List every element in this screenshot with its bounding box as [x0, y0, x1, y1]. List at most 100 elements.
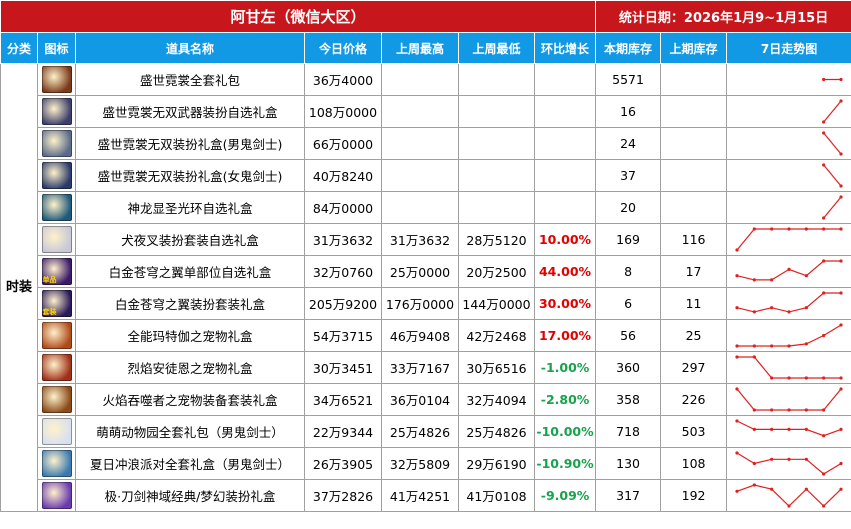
today-price: 205万9200 [304, 287, 382, 320]
trend-sparkline [735, 323, 843, 348]
trend-sparkline [735, 259, 843, 282]
item-name: 神龙显圣光环自选礼盒 [75, 191, 305, 224]
col-header-today-price: 今日价格 [304, 32, 382, 64]
col-header-last-week-high: 上周最高 [381, 32, 459, 64]
table-row: 夏日冲浪派对全套礼盒（男鬼剑士） 26万3905 32万5809 29万6190 -10… [1, 447, 851, 480]
current-stock: 24 [595, 127, 662, 160]
current-stock: 56 [595, 319, 662, 352]
trend-sparkline [735, 483, 843, 508]
table-row: 时装 盛世霓裳全套礼包 36万4000 5571 [0, 63, 851, 512]
trend-sparkline-cell [726, 159, 851, 192]
current-stock: 360 [595, 351, 662, 384]
trend-point [839, 427, 843, 431]
previous-stock: 503 [660, 415, 728, 448]
trend-point [735, 274, 739, 278]
trend-point [804, 487, 808, 491]
trend-sparkline-cell [726, 255, 851, 288]
previous-stock: 17 [660, 255, 728, 288]
platinum-wing-part-icon: 单品 [41, 258, 72, 285]
trend-point [752, 408, 756, 412]
trend-point [752, 344, 756, 348]
previous-stock [660, 191, 728, 224]
trend-sparkline-cell [726, 191, 851, 224]
trend-line [737, 356, 842, 379]
trend-point [822, 376, 826, 380]
item-name: 火焰吞噬者之宠物装备套装礼盒 [75, 383, 305, 416]
trend-sparkline-cell [726, 63, 851, 96]
trend-point [787, 408, 791, 412]
trend-line [736, 292, 842, 313]
trend-point [839, 387, 843, 391]
previous-stock: 192 [660, 479, 728, 512]
item-icon-cell [37, 383, 76, 416]
trend-point [770, 227, 774, 231]
trend-point [752, 355, 756, 359]
last-week-high [381, 191, 459, 224]
trend-point [787, 427, 791, 431]
trend-point [822, 472, 826, 476]
trend-point [822, 131, 826, 135]
last-week-high: 31万3632 [381, 223, 459, 256]
trend-point [822, 120, 826, 124]
col-header-category: 分类 [0, 32, 38, 64]
current-stock: 6 [595, 287, 662, 320]
trend-point [822, 504, 826, 508]
item-icon-cell: 单品 [37, 255, 76, 288]
trend-point [752, 427, 756, 431]
last-week-high: 36万0104 [381, 383, 459, 416]
last-week-low: 29万6190 [458, 447, 535, 480]
today-price: 22万9344 [304, 415, 382, 448]
col-header-name: 道具名称 [75, 32, 305, 64]
previous-stock [660, 159, 728, 192]
server-title: 阿甘左（微信大区） [0, 0, 597, 33]
item-name: 盛世霓裳全套礼包 [75, 63, 305, 96]
growth-rate [533, 127, 597, 160]
trend-point [839, 376, 843, 380]
growth-rate: 44.00% [533, 255, 597, 288]
trend-line [736, 452, 842, 475]
item-name: 夏日冲浪派对全套礼盒（男鬼剑士） [75, 447, 305, 480]
last-week-low [458, 159, 535, 192]
item-icon-cell [37, 127, 76, 160]
male-swordsman-icon [41, 130, 72, 157]
trend-line [736, 484, 842, 507]
trend-point [770, 408, 774, 412]
trend-sparkline [735, 387, 843, 412]
trend-point [839, 184, 843, 188]
header-row: 分类 图标 道具名称 今日价格 上周最高 上周最低 环比增长 本期库存 上期库存… [0, 32, 851, 64]
trend-point [804, 457, 808, 461]
trend-point [839, 227, 843, 231]
trend-sparkline [822, 163, 843, 188]
previous-stock: 11 [660, 287, 728, 320]
item-icon-cell: 套装 [37, 287, 76, 320]
today-price: 108万0000 [304, 95, 382, 128]
last-week-high [381, 159, 459, 192]
current-stock: 8 [595, 255, 662, 288]
growth-rate: -2.80% [533, 383, 597, 416]
previous-stock [660, 127, 728, 160]
current-stock: 130 [595, 447, 662, 480]
table-row: 神龙显圣光环自选礼盒 84万0000 20 [1, 191, 851, 224]
col-header-last-week-low: 上周最低 [458, 32, 535, 64]
last-week-high: 46万9408 [381, 319, 459, 352]
growth-rate: 30.00% [533, 287, 597, 320]
trend-point [822, 163, 826, 167]
trend-point [752, 483, 756, 487]
stat-period: 统计日期：2026年1月9~1月15日 [595, 0, 851, 33]
previous-stock: 116 [660, 223, 728, 256]
trend-sparkline [822, 131, 843, 156]
last-week-low: 32万4094 [458, 383, 535, 416]
item-icon-cell [37, 191, 76, 224]
table-row: 盛世霓裳无双装扮礼盒(女鬼剑士) 40万8240 37 [1, 159, 851, 192]
today-price: 34万6521 [304, 383, 382, 416]
category-cell: 时装 [0, 63, 38, 512]
table-row: 盛世霓裳无双武器装扮自选礼盒 108万0000 16 [1, 95, 851, 128]
last-week-low: 42万2468 [458, 319, 535, 352]
item-name: 萌萌动物园全套礼包（男鬼剑士） [75, 415, 305, 448]
trend-point [770, 306, 774, 310]
trend-point [822, 77, 826, 82]
trend-point [752, 310, 756, 314]
trend-point [735, 451, 739, 455]
current-stock: 37 [595, 159, 662, 192]
trend-point [735, 355, 739, 359]
